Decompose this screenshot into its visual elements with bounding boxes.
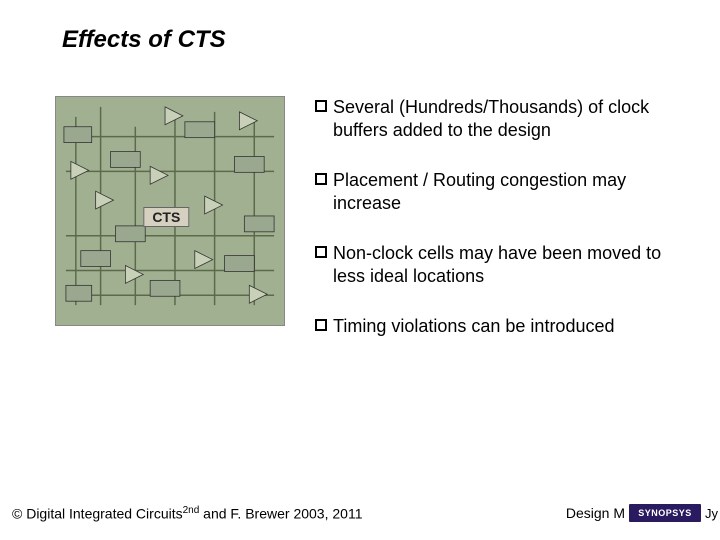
- body-area: CTS Several (Hundreds/Thousands) of cloc…: [55, 96, 680, 366]
- square-bullet-icon: [315, 173, 327, 185]
- footer: © Digital Integrated Circuits2nd and F. …: [12, 504, 718, 522]
- list-item: Timing violations can be introduced: [315, 315, 680, 338]
- bullet-text: Timing violations can be introduced: [333, 315, 680, 338]
- cts-diagram: CTS: [55, 96, 285, 326]
- bullet-text: Placement / Routing congestion may incre…: [333, 169, 680, 214]
- copyright-text: © Digital Integrated Circuits2nd and F. …: [12, 505, 362, 522]
- bullet-list: Several (Hundreds/Thousands) of clock bu…: [315, 96, 680, 366]
- list-item: Several (Hundreds/Thousands) of clock bu…: [315, 96, 680, 141]
- copyright-prefix: © Digital Integrated Circuits: [12, 506, 183, 522]
- bullet-text: Non-clock cells may have been moved to l…: [333, 242, 680, 287]
- footer-trail: Jy: [705, 506, 718, 521]
- copyright-sup: 2nd: [183, 505, 200, 516]
- list-item: Non-clock cells may have been moved to l…: [315, 242, 680, 287]
- cts-label: CTS: [143, 207, 189, 227]
- square-bullet-icon: [315, 319, 327, 331]
- bullet-text: Several (Hundreds/Thousands) of clock bu…: [333, 96, 680, 141]
- square-bullet-icon: [315, 246, 327, 258]
- synopsys-logo: SYNOPSYS: [629, 504, 701, 522]
- footer-right-text: Design M: [566, 505, 625, 521]
- footer-right: Design M SYNOPSYS Jy: [566, 504, 718, 522]
- square-bullet-icon: [315, 100, 327, 112]
- slide-title: Effects of CTS: [62, 26, 226, 54]
- copyright-suffix: and F. Brewer 2003, 2011: [199, 506, 362, 522]
- list-item: Placement / Routing congestion may incre…: [315, 169, 680, 214]
